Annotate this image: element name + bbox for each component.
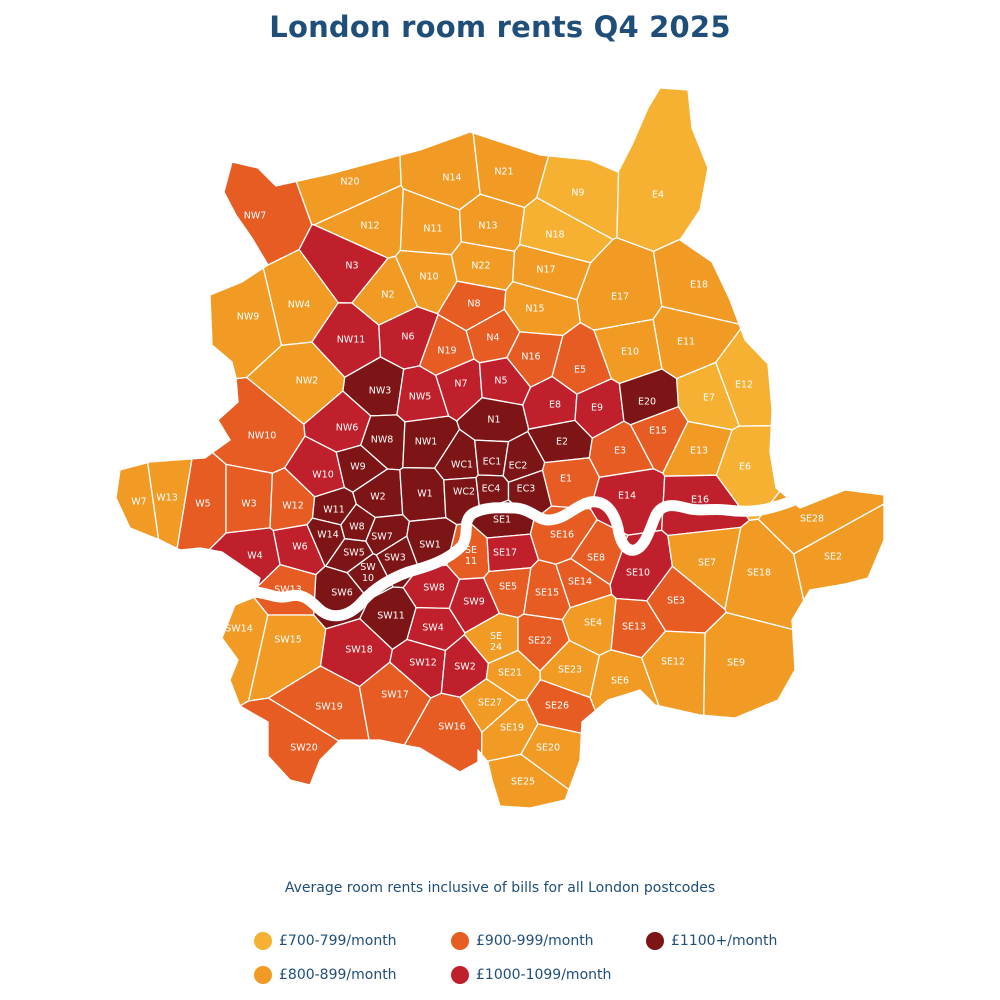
postcode-area-se18 [724, 518, 805, 631]
legend-swatch-700 [254, 932, 272, 950]
postcode-regions [115, 87, 885, 809]
map-subtitle: Average room rents inclusive of bills fo… [284, 880, 716, 896]
map-title: London room rents Q4 2025 [269, 10, 731, 44]
legend-swatch-800 [254, 966, 272, 984]
legend-swatch-1100 [646, 932, 664, 950]
legend-swatch-900 [451, 932, 469, 950]
postcode-area-sw20 [239, 697, 340, 786]
postcode-area-e18 [652, 238, 740, 325]
postcode-area-ec1 [474, 439, 510, 477]
postcode-area-w1 [399, 466, 447, 522]
postcode-area-sw16 [403, 692, 483, 773]
legend-item-700: £700-799/month [254, 932, 397, 950]
postcode-area-se9 [703, 611, 796, 719]
postcode-area-w3 [225, 463, 274, 534]
river-thames [246, 488, 814, 622]
legend-label-1000: £1000-1099/month [476, 967, 612, 983]
legend-item-800: £800-899/month [254, 966, 397, 984]
postcode-area-e4 [616, 87, 709, 253]
legend-item-1000: £1000-1099/month [451, 966, 611, 984]
legend-label-900: £900-999/month [476, 933, 594, 949]
postcode-area-se17 [486, 533, 540, 573]
legend-item-900: £900-999/month [451, 932, 594, 950]
legend-label-800: £800-899/month [279, 967, 397, 983]
legend-label-1100: £1100+/month [671, 933, 778, 949]
legend-item-1100: £1100+/month [646, 932, 777, 950]
postcode-area-sw17 [358, 661, 432, 746]
postcode-area-se25 [486, 753, 570, 809]
legend-swatch-1000 [451, 966, 469, 984]
legend-label-700: £700-799/month [279, 933, 397, 949]
